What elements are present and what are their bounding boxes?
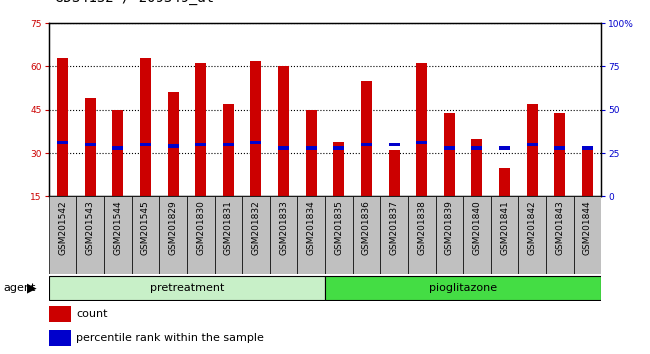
- Bar: [519, 196, 546, 274]
- Text: GSM201840: GSM201840: [473, 200, 482, 255]
- Bar: [380, 196, 408, 274]
- Text: GSM201831: GSM201831: [224, 200, 233, 255]
- Text: GSM201833: GSM201833: [279, 200, 288, 255]
- Text: GSM201545: GSM201545: [141, 200, 150, 255]
- Bar: [159, 196, 187, 274]
- Bar: [444, 146, 455, 150]
- Bar: [214, 196, 242, 274]
- Bar: [49, 196, 77, 274]
- Bar: [49, 276, 325, 299]
- Text: GSM201836: GSM201836: [362, 200, 371, 255]
- Text: GSM201843: GSM201843: [555, 200, 564, 255]
- Bar: [242, 196, 270, 274]
- Bar: [582, 146, 593, 150]
- Bar: [333, 146, 344, 150]
- Bar: [168, 144, 179, 148]
- Text: GSM201834: GSM201834: [307, 200, 316, 255]
- Bar: [499, 167, 510, 196]
- Bar: [471, 139, 482, 196]
- Text: GSM201837: GSM201837: [389, 200, 398, 255]
- Text: GSM201844: GSM201844: [583, 200, 592, 255]
- Bar: [408, 196, 436, 274]
- Text: pretreatment: pretreatment: [150, 282, 224, 293]
- Bar: [306, 110, 317, 196]
- Bar: [554, 113, 565, 196]
- Bar: [168, 92, 179, 196]
- Text: GSM201838: GSM201838: [417, 200, 426, 255]
- Bar: [278, 146, 289, 150]
- Bar: [298, 196, 325, 274]
- Bar: [389, 150, 400, 196]
- Bar: [416, 63, 427, 196]
- Bar: [49, 330, 71, 346]
- Bar: [250, 61, 261, 196]
- Text: GSM201542: GSM201542: [58, 200, 67, 255]
- Bar: [223, 104, 234, 196]
- Bar: [104, 196, 131, 274]
- Bar: [582, 147, 593, 196]
- Bar: [250, 141, 261, 144]
- Text: GSM201842: GSM201842: [528, 200, 537, 255]
- Bar: [195, 143, 206, 146]
- Bar: [333, 142, 344, 196]
- Text: ▶: ▶: [27, 281, 37, 294]
- Bar: [325, 196, 352, 274]
- Bar: [84, 143, 96, 146]
- Bar: [223, 143, 234, 146]
- Bar: [57, 58, 68, 196]
- Bar: [554, 146, 565, 150]
- Bar: [77, 196, 104, 274]
- Text: GSM201832: GSM201832: [252, 200, 261, 255]
- Bar: [187, 196, 214, 274]
- Bar: [416, 141, 427, 144]
- Bar: [352, 196, 380, 274]
- Text: GSM201543: GSM201543: [86, 200, 95, 255]
- Bar: [463, 196, 491, 274]
- Bar: [195, 63, 206, 196]
- Text: GDS4132 / 209349_at: GDS4132 / 209349_at: [55, 0, 214, 5]
- Bar: [270, 196, 298, 274]
- Bar: [444, 113, 455, 196]
- Bar: [84, 98, 96, 196]
- Bar: [526, 143, 538, 146]
- Bar: [140, 143, 151, 146]
- Bar: [57, 141, 68, 144]
- Bar: [526, 104, 538, 196]
- Bar: [361, 81, 372, 196]
- Text: GSM201829: GSM201829: [168, 200, 177, 255]
- Bar: [278, 67, 289, 196]
- Text: GSM201830: GSM201830: [196, 200, 205, 255]
- Bar: [131, 196, 159, 274]
- Text: percentile rank within the sample: percentile rank within the sample: [77, 333, 265, 343]
- Bar: [471, 146, 482, 150]
- Bar: [306, 146, 317, 150]
- Text: GSM201841: GSM201841: [500, 200, 509, 255]
- Bar: [389, 143, 400, 146]
- Text: GSM201544: GSM201544: [113, 200, 122, 255]
- Bar: [436, 196, 463, 274]
- Bar: [112, 146, 124, 150]
- Bar: [49, 306, 71, 322]
- Text: GSM201835: GSM201835: [334, 200, 343, 255]
- Bar: [546, 196, 573, 274]
- Bar: [499, 146, 510, 150]
- Text: agent: agent: [3, 282, 36, 293]
- Text: GSM201839: GSM201839: [445, 200, 454, 255]
- Bar: [491, 196, 519, 274]
- Text: pioglitazone: pioglitazone: [429, 282, 497, 293]
- Bar: [361, 143, 372, 146]
- Bar: [140, 58, 151, 196]
- Bar: [573, 196, 601, 274]
- Text: count: count: [77, 309, 108, 319]
- Bar: [325, 276, 601, 299]
- Bar: [112, 110, 124, 196]
